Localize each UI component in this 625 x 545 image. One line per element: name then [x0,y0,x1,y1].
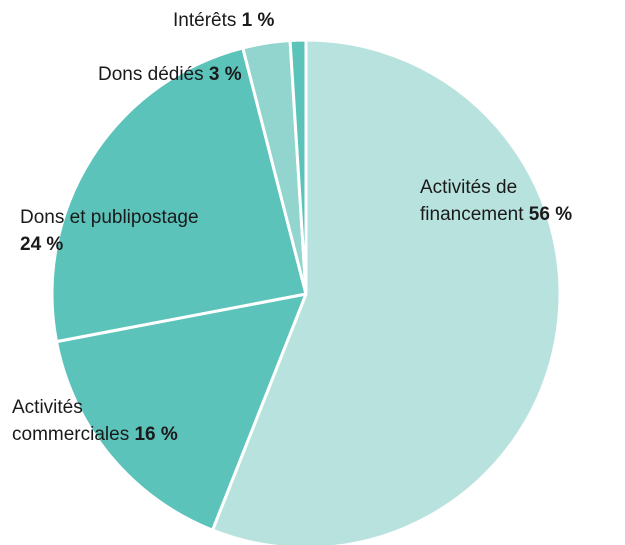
value-label: 1 % [241,10,275,31]
pie-slice [54,292,308,532]
slice-label: Dons dédiés 3 % [98,61,398,88]
category-label: Dons dédiés [98,64,204,85]
pie-slice [288,38,308,296]
value-label: 56 % [528,204,573,225]
category-label: Activités commerciales [12,397,130,445]
slice-label: Activités commerciales 16 % [12,394,202,448]
pie-slice [210,38,562,545]
slice-label: Dons et publipostage 24 % [20,204,205,258]
value-label: 24 % [20,234,64,255]
slice-label: Activités de financement 56 % [420,174,620,228]
value-label: 16 % [134,424,178,445]
value-label: 3 % [208,64,242,85]
slice-label: Intérêts 1 % [173,7,473,34]
pie-slice [50,46,308,344]
category-label: Activités de financement [420,177,524,225]
category-label: Intérêts [173,10,237,31]
category-label: Dons et publipostage [20,207,199,228]
